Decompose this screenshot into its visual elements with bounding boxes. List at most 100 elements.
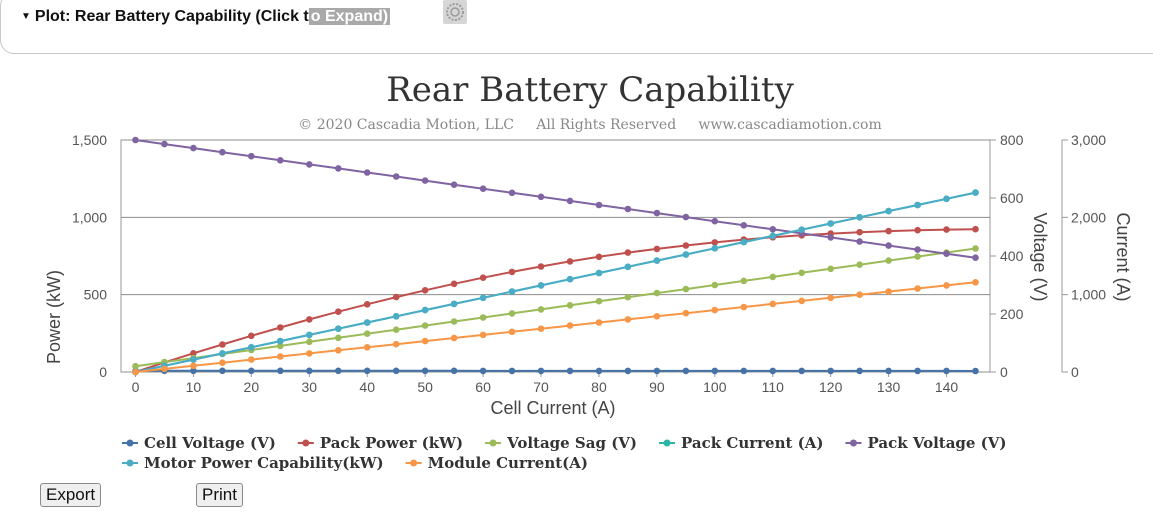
data-point — [335, 334, 342, 342]
x-tick-label: 30 — [301, 379, 317, 395]
data-point — [277, 367, 284, 375]
data-point — [190, 362, 197, 370]
y-axis-label-voltage: Voltage (V) — [1030, 212, 1050, 301]
data-point — [653, 313, 661, 320]
data-point — [885, 288, 892, 295]
data-point — [914, 253, 921, 260]
print-button[interactable]: Print — [196, 483, 243, 507]
x-tick-label: 60 — [475, 379, 491, 395]
data-point — [972, 225, 979, 233]
y-tick-label-current: 1,000 — [1071, 287, 1106, 303]
data-point — [508, 328, 516, 336]
data-point — [508, 310, 516, 317]
data-point — [595, 269, 603, 277]
data-point — [537, 306, 545, 313]
data-point — [885, 367, 892, 375]
series-line — [135, 281, 976, 373]
legend-label: Pack Voltage (V) — [867, 434, 1006, 452]
data-point — [885, 242, 892, 249]
legend-item[interactable]: Pack Voltage (V) — [845, 434, 1007, 452]
export-button[interactable]: Export — [40, 483, 102, 507]
data-point — [914, 367, 921, 375]
chart-title: Rear Battery Capability — [386, 70, 794, 110]
data-point — [219, 359, 226, 367]
x-tick-label: 90 — [649, 379, 665, 395]
data-point — [450, 334, 458, 342]
data-point — [856, 238, 863, 245]
data-point — [943, 226, 950, 233]
data-point — [248, 356, 255, 363]
data-point — [392, 326, 400, 334]
data-point — [653, 367, 661, 375]
data-point — [335, 325, 342, 333]
legend-label: Voltage Sag (V) — [506, 434, 637, 452]
data-point — [798, 269, 805, 277]
data-point — [624, 367, 632, 375]
legend-label: Module Current(A) — [428, 454, 588, 472]
data-point — [856, 291, 863, 298]
data-point — [827, 265, 834, 273]
data-point — [827, 367, 834, 375]
data-point — [740, 277, 748, 285]
data-point — [682, 309, 690, 317]
data-point — [248, 344, 255, 351]
legend-item[interactable]: Motor Power Capability(kW) — [122, 454, 384, 472]
data-point — [335, 367, 342, 375]
data-point — [479, 185, 487, 192]
data-point — [219, 350, 226, 357]
y-tick-label-voltage: 0 — [1000, 364, 1008, 380]
legend-label: Motor Power Capability(kW) — [144, 454, 384, 472]
data-point — [769, 273, 777, 281]
data-point — [972, 245, 979, 252]
series-line — [135, 191, 976, 373]
data-point — [769, 226, 777, 233]
data-point — [856, 228, 863, 236]
y-tick-label-voltage: 600 — [1000, 190, 1024, 206]
data-point — [711, 245, 719, 252]
legend-label: Cell Voltage (V) — [144, 434, 276, 452]
legend-item[interactable]: Pack Current (A) — [659, 434, 823, 452]
data-point — [682, 367, 690, 375]
legend-item[interactable]: Module Current(A) — [405, 454, 588, 472]
data-point — [132, 362, 139, 370]
x-tick-label: 80 — [591, 379, 607, 395]
data-point — [537, 367, 545, 375]
data-point — [972, 189, 979, 196]
data-point — [740, 238, 748, 246]
y-tick-label-voltage: 200 — [1000, 306, 1024, 322]
data-point — [653, 245, 661, 253]
data-point — [392, 293, 400, 301]
legend-label: Pack Power (kW) — [320, 434, 463, 452]
data-point — [682, 213, 690, 221]
data-point — [392, 367, 400, 375]
y-tick-label-power: 1,000 — [72, 209, 107, 225]
x-tick-label: 130 — [877, 379, 901, 395]
data-point — [450, 181, 458, 188]
data-point — [479, 274, 487, 281]
data-point — [392, 313, 400, 320]
gear-icon[interactable] — [443, 0, 467, 24]
data-point — [653, 209, 661, 217]
data-point — [769, 367, 777, 375]
data-point — [277, 157, 284, 164]
legend-item[interactable]: Cell Voltage (V) — [122, 434, 276, 452]
data-point — [740, 367, 748, 375]
data-point — [421, 367, 429, 375]
x-tick-label: 50 — [417, 379, 433, 395]
data-point — [682, 285, 690, 293]
legend-item[interactable]: Voltage Sag (V) — [485, 434, 637, 452]
data-point — [421, 322, 429, 329]
legend-item[interactable]: Pack Power (kW) — [297, 434, 463, 452]
data-point — [306, 161, 313, 168]
data-point — [914, 201, 921, 209]
series-line — [135, 139, 976, 259]
data-point — [161, 140, 168, 148]
data-point — [277, 324, 284, 331]
data-point — [827, 234, 834, 241]
legend-marker — [126, 459, 134, 467]
data-point — [219, 341, 226, 348]
legend-label: Pack Current (A) — [681, 434, 823, 452]
y-tick-label-current: 2,000 — [1071, 209, 1106, 225]
legend-marker — [663, 439, 671, 447]
